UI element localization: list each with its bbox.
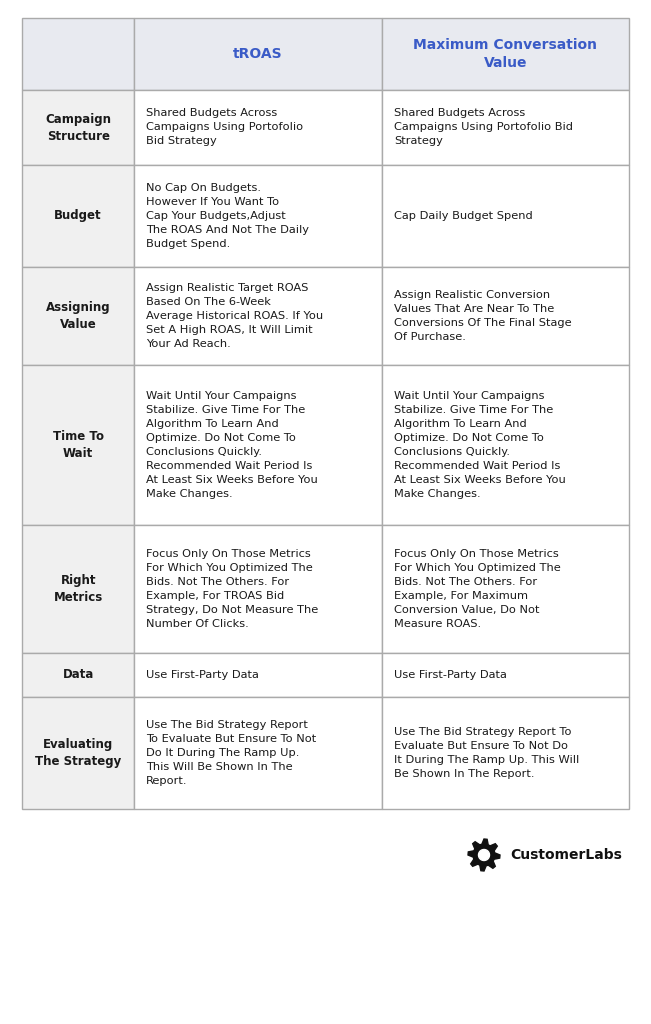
Bar bbox=[22, 525, 134, 653]
Bar bbox=[382, 365, 629, 525]
Bar bbox=[382, 697, 629, 809]
Text: Cap Daily Budget Spend: Cap Daily Budget Spend bbox=[394, 211, 533, 221]
Text: Assign Realistic Target ROAS
Based On The 6-Week
Average Historical ROAS. If You: Assign Realistic Target ROAS Based On Th… bbox=[146, 283, 324, 349]
Bar bbox=[22, 697, 134, 809]
Text: Data: Data bbox=[62, 669, 94, 682]
Text: Shared Budgets Across
Campaigns Using Portofolio Bid
Strategy: Shared Budgets Across Campaigns Using Po… bbox=[394, 109, 573, 146]
Bar bbox=[22, 653, 134, 697]
Bar bbox=[382, 525, 629, 653]
Bar bbox=[22, 165, 134, 267]
Text: Time To
Wait: Time To Wait bbox=[53, 430, 104, 460]
Text: Assign Realistic Conversion
Values That Are Near To The
Conversions Of The Final: Assign Realistic Conversion Values That … bbox=[394, 290, 572, 342]
Bar bbox=[22, 90, 134, 165]
Bar bbox=[134, 165, 382, 267]
Text: Use The Bid Strategy Report
To Evaluate But Ensure To Not
Do It During The Ramp : Use The Bid Strategy Report To Evaluate … bbox=[146, 720, 316, 786]
Text: Wait Until Your Campaigns
Stabilize. Give Time For The
Algorithm To Learn And
Op: Wait Until Your Campaigns Stabilize. Giv… bbox=[394, 391, 566, 499]
Polygon shape bbox=[468, 839, 500, 871]
Bar bbox=[134, 267, 382, 365]
Polygon shape bbox=[478, 850, 490, 860]
Text: Wait Until Your Campaigns
Stabilize. Give Time For The
Algorithm To Learn And
Op: Wait Until Your Campaigns Stabilize. Giv… bbox=[146, 391, 318, 499]
Bar bbox=[382, 165, 629, 267]
Bar bbox=[382, 653, 629, 697]
Text: Assigning
Value: Assigning Value bbox=[46, 301, 111, 331]
Bar bbox=[134, 365, 382, 525]
Bar bbox=[134, 90, 382, 165]
Text: tROAS: tROAS bbox=[233, 47, 283, 61]
Text: Maximum Conversation
Value: Maximum Conversation Value bbox=[413, 38, 598, 71]
Text: Campaign
Structure: Campaign Structure bbox=[45, 113, 111, 142]
Bar bbox=[134, 653, 382, 697]
Text: Focus Only On Those Metrics
For Which You Optimized The
Bids. Not The Others. Fo: Focus Only On Those Metrics For Which Yo… bbox=[394, 549, 561, 629]
Bar bbox=[134, 525, 382, 653]
Text: No Cap On Budgets.
However If You Want To
Cap Your Budgets,Adjust
The ROAS And N: No Cap On Budgets. However If You Want T… bbox=[146, 183, 309, 249]
Text: Focus Only On Those Metrics
For Which You Optimized The
Bids. Not The Others. Fo: Focus Only On Those Metrics For Which Yo… bbox=[146, 549, 318, 629]
Text: Use First-Party Data: Use First-Party Data bbox=[146, 670, 259, 680]
Bar bbox=[22, 365, 134, 525]
Bar bbox=[382, 18, 629, 90]
Text: Use The Bid Strategy Report To
Evaluate But Ensure To Not Do
It During The Ramp : Use The Bid Strategy Report To Evaluate … bbox=[394, 727, 579, 779]
Bar bbox=[22, 267, 134, 365]
Text: Right
Metrics: Right Metrics bbox=[53, 574, 103, 604]
Bar bbox=[134, 697, 382, 809]
Text: CustomerLabs: CustomerLabs bbox=[510, 848, 622, 862]
Bar bbox=[134, 18, 382, 90]
Bar bbox=[382, 267, 629, 365]
Bar bbox=[22, 18, 134, 90]
Text: Evaluating
The Strategy: Evaluating The Strategy bbox=[35, 738, 121, 768]
Text: Budget: Budget bbox=[54, 210, 102, 222]
Text: Use First-Party Data: Use First-Party Data bbox=[394, 670, 507, 680]
Bar bbox=[382, 90, 629, 165]
Text: Shared Budgets Across
Campaigns Using Portofolio
Bid Strategy: Shared Budgets Across Campaigns Using Po… bbox=[146, 109, 303, 146]
